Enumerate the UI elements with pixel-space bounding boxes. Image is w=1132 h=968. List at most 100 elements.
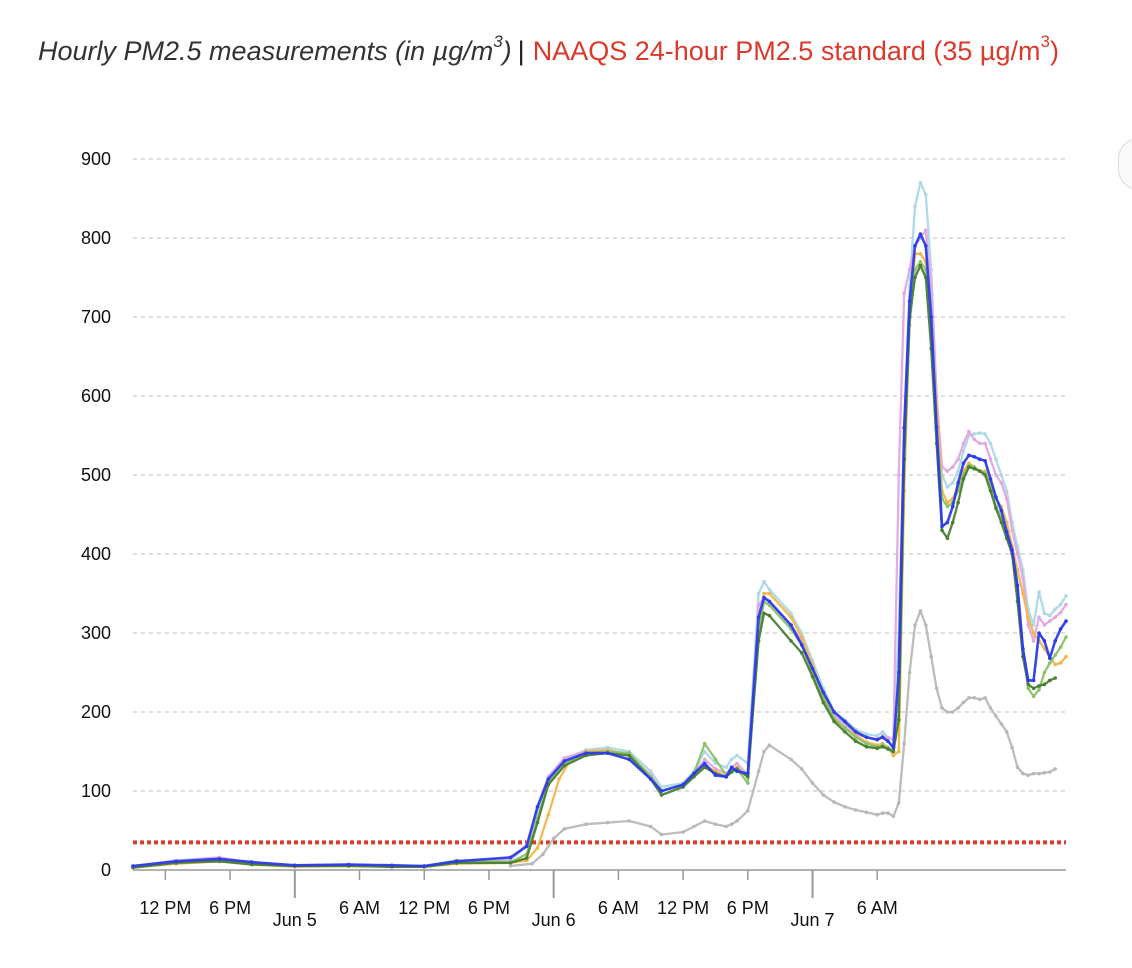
data-point (713, 757, 718, 762)
series-line (131, 264, 1057, 869)
data-point (940, 706, 944, 710)
data-point (648, 824, 653, 829)
data-point (735, 753, 739, 758)
series-line (131, 228, 1068, 868)
data-point (508, 861, 513, 865)
data-point (681, 782, 685, 787)
data-point (950, 504, 955, 509)
data-point (945, 520, 950, 525)
data-point (918, 259, 923, 264)
data-point (956, 500, 960, 505)
data-point (702, 749, 707, 754)
y-tick-label: 400 (81, 544, 111, 564)
data-point (1037, 631, 1041, 635)
data-point (924, 275, 928, 280)
data-point (843, 719, 847, 724)
data-point (1058, 610, 1063, 615)
data-point (853, 808, 858, 812)
data-point (1037, 590, 1041, 594)
data-point (967, 465, 971, 469)
data-point (821, 700, 826, 705)
data-point (864, 735, 869, 740)
data-point (1053, 676, 1057, 680)
data-point (907, 670, 912, 675)
data-point (945, 485, 950, 489)
data-point (907, 299, 912, 304)
data-point (929, 283, 933, 288)
data-point (999, 520, 1004, 525)
data-point (1048, 678, 1052, 683)
data-point (956, 457, 960, 462)
data-point (1058, 602, 1063, 607)
data-point (702, 757, 707, 762)
data-point (799, 651, 804, 655)
data-point (891, 749, 896, 754)
x-tick-label: 6 AM (598, 898, 639, 918)
data-point (535, 805, 540, 809)
data-point (913, 204, 917, 209)
data-point (880, 745, 885, 749)
data-point (832, 710, 836, 714)
data-point (390, 863, 394, 868)
data-point (1064, 602, 1068, 607)
data-point (967, 429, 971, 434)
data-point (1064, 619, 1068, 623)
data-point (956, 469, 960, 473)
x-tick-label: 6 AM (857, 898, 898, 918)
data-point (880, 730, 885, 734)
data-point (1004, 730, 1009, 734)
chart-title-standard: NAAQS 24-hour PM2.5 standard (35 µg/m3) (532, 32, 1059, 66)
data-point (1053, 767, 1057, 771)
data-point (1042, 670, 1047, 675)
data-point (1031, 771, 1036, 776)
data-point (1004, 489, 1009, 493)
data-point (584, 751, 588, 755)
data-point (961, 449, 966, 454)
data-point (886, 811, 890, 815)
x-tick-label: 12 PM (398, 898, 450, 918)
data-point (702, 741, 707, 746)
data-point (659, 793, 664, 797)
data-point (1031, 678, 1036, 683)
x-tick-label: 12 PM (657, 898, 709, 918)
data-point (762, 749, 766, 754)
data-point (562, 756, 567, 760)
data-point (918, 232, 923, 236)
data-point (1042, 682, 1047, 687)
data-point (584, 822, 588, 826)
data-point (789, 757, 793, 762)
data-point (864, 810, 869, 815)
data-point (1058, 661, 1063, 665)
data-point (1004, 496, 1009, 501)
data-point (789, 639, 793, 643)
y-tick-label: 900 (81, 149, 111, 169)
data-point (897, 801, 901, 805)
y-tick-label: 200 (81, 702, 111, 722)
data-point (551, 836, 556, 841)
data-point (821, 793, 826, 797)
data-point (1058, 627, 1063, 631)
data-point (897, 670, 901, 675)
data-point (897, 473, 901, 477)
data-point (929, 654, 933, 659)
data-point (659, 789, 664, 793)
data-point (875, 737, 879, 742)
data-point (940, 528, 944, 533)
y-tick-label: 600 (81, 386, 111, 406)
data-point (1026, 678, 1030, 683)
data-point (972, 696, 977, 700)
data-point (508, 855, 513, 860)
data-point (729, 757, 734, 762)
data-point (702, 761, 707, 766)
grid-layer (133, 158, 1066, 792)
data-point (1064, 635, 1068, 639)
data-point (1026, 773, 1030, 777)
data-point (864, 741, 869, 746)
data-point (918, 252, 923, 256)
data-point (746, 775, 750, 779)
data-point (918, 609, 923, 613)
data-point (961, 461, 966, 466)
data-point (891, 745, 896, 750)
data-point (988, 489, 993, 493)
